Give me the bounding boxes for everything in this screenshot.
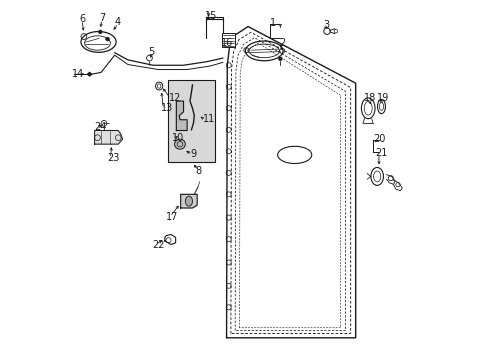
Text: 20: 20	[372, 134, 385, 144]
Circle shape	[99, 30, 102, 34]
Polygon shape	[94, 131, 122, 144]
Text: 6: 6	[80, 14, 85, 24]
Text: 13: 13	[161, 103, 173, 113]
Text: 15: 15	[204, 11, 217, 21]
Polygon shape	[87, 72, 92, 76]
Text: 5: 5	[148, 46, 154, 57]
Text: 18: 18	[363, 93, 375, 103]
Text: 10: 10	[172, 133, 184, 143]
Text: 11: 11	[203, 114, 215, 124]
Text: 8: 8	[195, 166, 201, 176]
Text: 7: 7	[99, 13, 105, 23]
Bar	[221, 33, 235, 47]
Bar	[168, 80, 215, 162]
Polygon shape	[176, 101, 187, 131]
Text: 23: 23	[107, 153, 120, 163]
Text: 22: 22	[152, 239, 164, 249]
Circle shape	[278, 57, 282, 60]
Text: 24: 24	[94, 122, 107, 132]
Text: 12: 12	[168, 93, 181, 103]
Text: 14: 14	[72, 69, 84, 79]
Ellipse shape	[185, 196, 192, 206]
Circle shape	[105, 37, 109, 41]
Text: 3: 3	[323, 20, 329, 30]
Text: 16: 16	[221, 38, 233, 48]
Text: 21: 21	[375, 148, 387, 158]
Text: 2: 2	[279, 38, 285, 48]
Text: 19: 19	[376, 93, 388, 103]
Text: 9: 9	[190, 149, 196, 159]
Text: 17: 17	[166, 212, 178, 221]
Text: 1: 1	[270, 18, 276, 28]
Polygon shape	[180, 194, 197, 208]
Text: 4: 4	[115, 17, 121, 27]
Ellipse shape	[174, 139, 185, 149]
